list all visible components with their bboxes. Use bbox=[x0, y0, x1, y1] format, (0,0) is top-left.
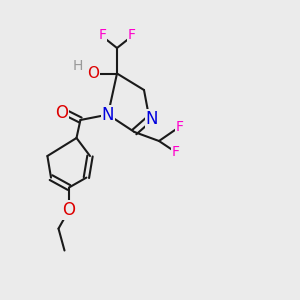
Text: F: F bbox=[128, 28, 135, 42]
Text: H: H bbox=[73, 59, 83, 73]
Text: F: F bbox=[176, 120, 183, 134]
Text: F: F bbox=[99, 28, 106, 42]
Text: O: O bbox=[62, 201, 76, 219]
Text: O: O bbox=[87, 66, 99, 81]
Text: N: N bbox=[146, 110, 158, 128]
Text: F: F bbox=[172, 145, 179, 158]
Text: O: O bbox=[55, 103, 68, 122]
Text: N: N bbox=[102, 106, 114, 124]
